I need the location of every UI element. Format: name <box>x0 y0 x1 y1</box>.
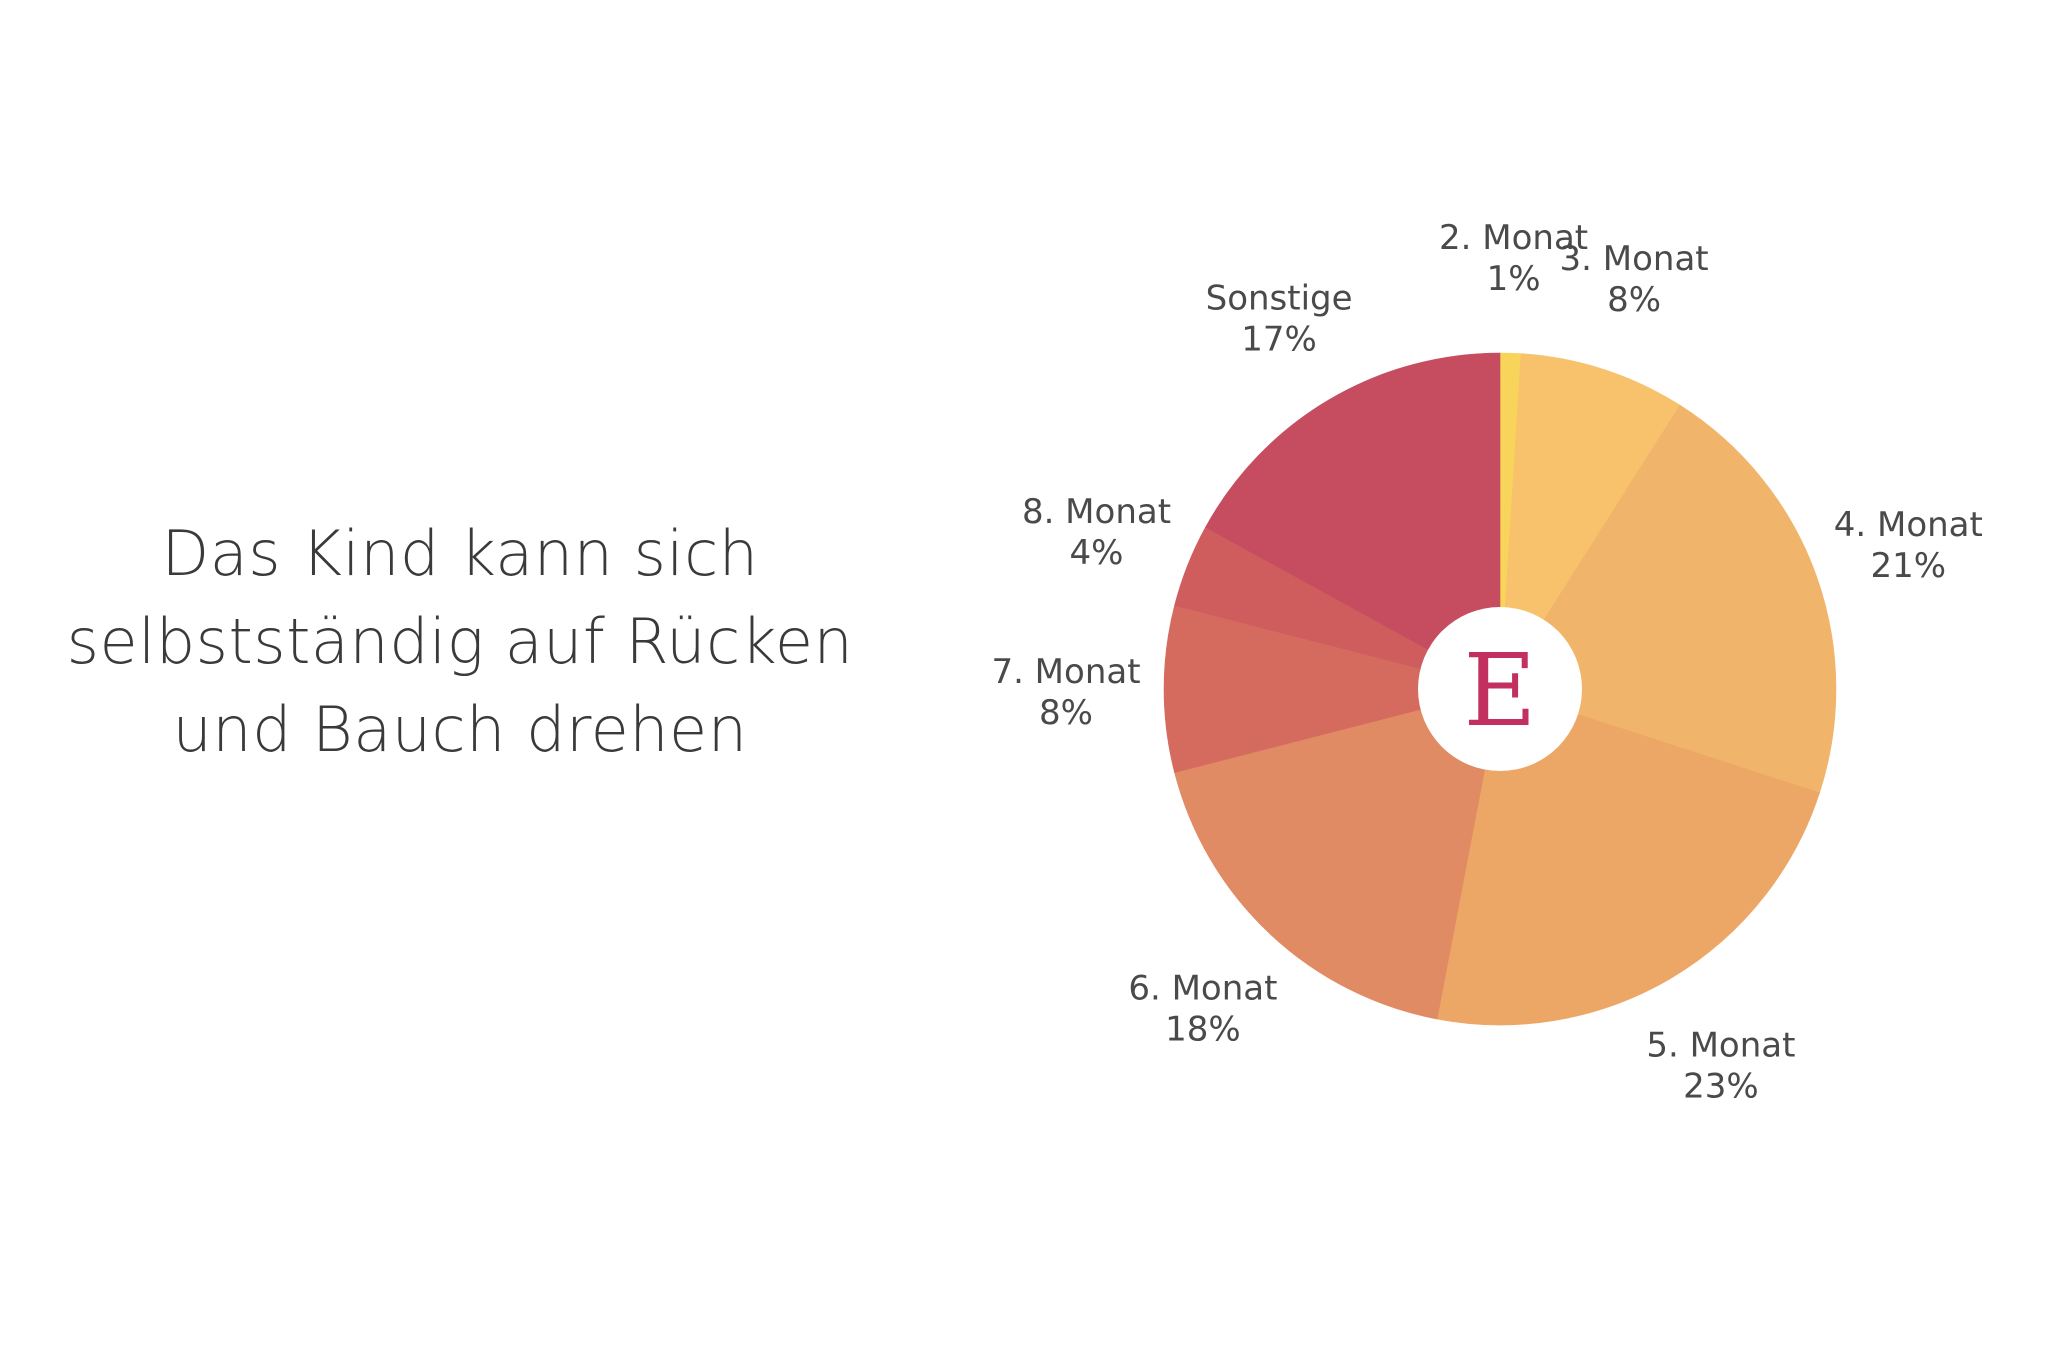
slice-label-name: 4. Monat <box>1834 505 1983 545</box>
slice-label-name: 7. Monat <box>991 652 1140 692</box>
center-logo: E <box>1418 607 1582 771</box>
chart-title-line-1: Das Kind kann sich <box>161 517 759 590</box>
pie-slice-4-monat <box>1499 404 1837 794</box>
slice-label-name: 3. Monat <box>1560 239 1709 279</box>
pie-slice-7-monat <box>1163 605 1501 773</box>
slice-label-name: 2. Monat <box>1439 218 1588 258</box>
slice-label-name: 5. Monat <box>1646 1026 1795 1066</box>
slice-label-value: 18% <box>1165 1009 1241 1049</box>
logo-circle <box>1418 607 1582 771</box>
slice-label-name: 8. Monat <box>1022 492 1171 532</box>
slice-label-value: 1% <box>1487 259 1541 299</box>
slice-label-value: 21% <box>1871 546 1947 586</box>
chart-title: Das Kind kann sich selbstständig auf Rüc… <box>40 510 880 774</box>
slice-label-value: 4% <box>1070 533 1124 573</box>
pie-slice-6-monat <box>1174 688 1501 1020</box>
pie-slice-3-monat <box>1499 353 1681 690</box>
slice-label-name: 6. Monat <box>1128 968 1277 1008</box>
chart-title-line-3: und Bauch drehen <box>172 693 748 766</box>
logo-letter: E <box>1464 632 1537 749</box>
chart-title-line-2: selbstständig auf Rücken <box>66 605 854 678</box>
pie-slice-5-monat <box>1436 688 1820 1026</box>
pie-slice-sonstige <box>1205 352 1501 690</box>
slice-label-name: Sonstige <box>1206 278 1353 318</box>
slice-label-value: 8% <box>1607 280 1661 320</box>
pie-slices <box>1163 352 1837 1026</box>
slice-label-value: 23% <box>1683 1067 1759 1107</box>
slice-label-value: 8% <box>1039 693 1093 733</box>
slice-label-value: 17% <box>1241 319 1317 359</box>
